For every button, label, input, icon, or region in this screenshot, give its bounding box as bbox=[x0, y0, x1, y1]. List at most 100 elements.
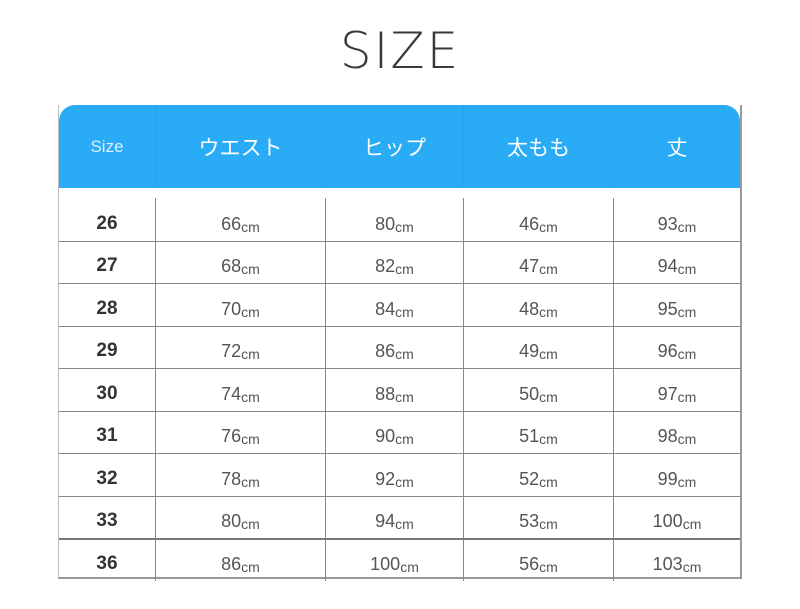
measurement-cell: 96 cm bbox=[614, 327, 740, 369]
cell-value: 51 bbox=[519, 426, 540, 446]
cell-value: 86 bbox=[375, 341, 396, 361]
cell-value: 92 bbox=[375, 468, 396, 489]
measurement-cell: 84 cm bbox=[326, 284, 464, 326]
cell-unit: cm bbox=[241, 516, 260, 532]
cell-unit: cm bbox=[539, 388, 558, 405]
table-row: 29 72 cm 86 cm 49 cm 96 cm bbox=[59, 325, 740, 369]
measurement-cell: 68 cm bbox=[156, 241, 326, 283]
measurement-cell: 80 cm bbox=[326, 198, 464, 241]
cell-unit: cm bbox=[241, 388, 260, 405]
measurement-cell: 90 cm bbox=[326, 411, 464, 453]
column-header: 丈 bbox=[666, 136, 688, 160]
cell-unit: cm bbox=[539, 218, 558, 235]
cell-value: 90 bbox=[375, 426, 396, 446]
size-cell: 31 bbox=[59, 411, 156, 453]
table-row: 30 74 cm 88 cm 50 cm 97 cm bbox=[59, 368, 740, 411]
cell-value: 86 bbox=[221, 553, 242, 574]
size-cell: 36 bbox=[59, 540, 156, 581]
cell-unit: cm bbox=[677, 261, 697, 277]
cell-value: 49 bbox=[519, 341, 540, 361]
measurement-cell: 72 cm bbox=[156, 326, 326, 368]
cell-unit: cm bbox=[241, 431, 260, 447]
cell-value: 26 bbox=[96, 212, 118, 234]
measurement-cell: 80 cm bbox=[156, 496, 326, 538]
cell-value: 70 bbox=[221, 298, 242, 319]
size-cell: 30 bbox=[59, 369, 156, 411]
measurement-cell: 48 cm bbox=[464, 284, 614, 326]
measurement-cell: 100 cm bbox=[614, 497, 740, 539]
cell-value: 33 bbox=[96, 510, 118, 531]
table-row: 33 80 cm 94 cm 53 cm 100 cm bbox=[59, 495, 740, 539]
cell-value: 98 bbox=[657, 426, 678, 446]
cell-unit: cm bbox=[539, 473, 558, 490]
cell-unit: cm bbox=[395, 388, 414, 405]
cell-unit: cm bbox=[677, 303, 697, 320]
cell-value: 31 bbox=[96, 425, 118, 446]
cell-value: 68 bbox=[221, 256, 242, 276]
cell-unit: cm bbox=[241, 218, 260, 235]
size-cell: 28 bbox=[59, 284, 156, 326]
cell-value: 46 bbox=[519, 213, 540, 234]
table-header: Size ウエスト ヒップ 太もも 丈 bbox=[59, 105, 740, 188]
column-header: ウエスト bbox=[156, 105, 326, 188]
measurement-cell: 76 cm bbox=[156, 411, 326, 453]
cell-unit: cm bbox=[677, 346, 697, 362]
cell-unit: cm bbox=[539, 431, 558, 447]
page-title: SIZE bbox=[339, 22, 461, 80]
cell-value: 28 bbox=[96, 297, 118, 319]
cell-value: 84 bbox=[375, 298, 396, 319]
cell-unit: cm bbox=[539, 261, 558, 277]
cell-unit: cm bbox=[539, 346, 558, 362]
measurement-cell: 49 cm bbox=[464, 326, 614, 368]
cell-value: 32 bbox=[96, 467, 118, 489]
measurement-cell: 94 cm bbox=[326, 496, 464, 538]
cell-value: 29 bbox=[96, 340, 118, 361]
cell-unit: cm bbox=[539, 303, 558, 320]
cell-value: 53 bbox=[519, 511, 540, 531]
measurement-cell: 103 cm bbox=[614, 540, 740, 581]
cell-unit: cm bbox=[395, 261, 414, 277]
cell-unit: cm bbox=[682, 516, 702, 532]
measurement-cell: 98 cm bbox=[614, 412, 740, 454]
measurement-cell: 86 cm bbox=[156, 540, 326, 581]
cell-value: 56 bbox=[519, 553, 540, 574]
table-row: 28 70 cm 84 cm 48 cm 95 cm bbox=[59, 283, 740, 326]
cell-value: 97 bbox=[657, 383, 678, 404]
measurement-cell: 92 cm bbox=[326, 454, 464, 496]
cell-value: 47 bbox=[519, 256, 540, 276]
measurement-cell: 52 cm bbox=[464, 454, 614, 496]
column-header: Size bbox=[59, 105, 156, 188]
size-table: Size ウエスト ヒップ 太もも 丈 26 66 cm 80 cm 46 cm 93 cm 27… bbox=[58, 105, 742, 581]
measurement-cell: 95 cm bbox=[614, 284, 740, 326]
cell-unit: cm bbox=[395, 303, 414, 320]
cell-unit: cm bbox=[677, 388, 697, 405]
table-row: 32 78 cm 92 cm 52 cm 99 cm bbox=[59, 453, 740, 496]
cell-value: 52 bbox=[519, 468, 540, 489]
cell-unit: cm bbox=[400, 558, 419, 575]
cell-unit: cm bbox=[241, 261, 260, 277]
size-cell: 33 bbox=[59, 496, 156, 538]
cell-value: 80 bbox=[375, 213, 396, 234]
cell-value: 72 bbox=[221, 341, 242, 361]
cell-value: 76 bbox=[221, 426, 242, 446]
cell-value: 66 bbox=[221, 213, 242, 234]
measurement-cell: 70 cm bbox=[156, 284, 326, 326]
cell-unit: cm bbox=[241, 303, 260, 320]
table-row: 36 86 cm 100 cm 56 cm 103 cm bbox=[59, 538, 740, 581]
table-row: 27 68 cm 82 cm 47 cm 94 cm bbox=[59, 240, 740, 283]
size-cell: 27 bbox=[59, 241, 156, 283]
size-cell: 29 bbox=[59, 326, 156, 368]
cell-unit: cm bbox=[241, 346, 260, 362]
cell-unit: cm bbox=[682, 558, 702, 575]
measurement-cell: 56 cm bbox=[464, 540, 614, 581]
cell-value: 74 bbox=[221, 383, 242, 404]
cell-unit: cm bbox=[241, 558, 260, 575]
measurement-cell: 46 cm bbox=[464, 198, 614, 241]
cell-unit: cm bbox=[677, 473, 697, 490]
measurement-cell: 78 cm bbox=[156, 454, 326, 496]
cell-value: 27 bbox=[96, 255, 118, 276]
cell-value: 48 bbox=[519, 298, 540, 319]
size-cell: 26 bbox=[59, 198, 156, 241]
measurement-cell: 47 cm bbox=[464, 241, 614, 283]
cell-value: 100 bbox=[652, 511, 683, 531]
